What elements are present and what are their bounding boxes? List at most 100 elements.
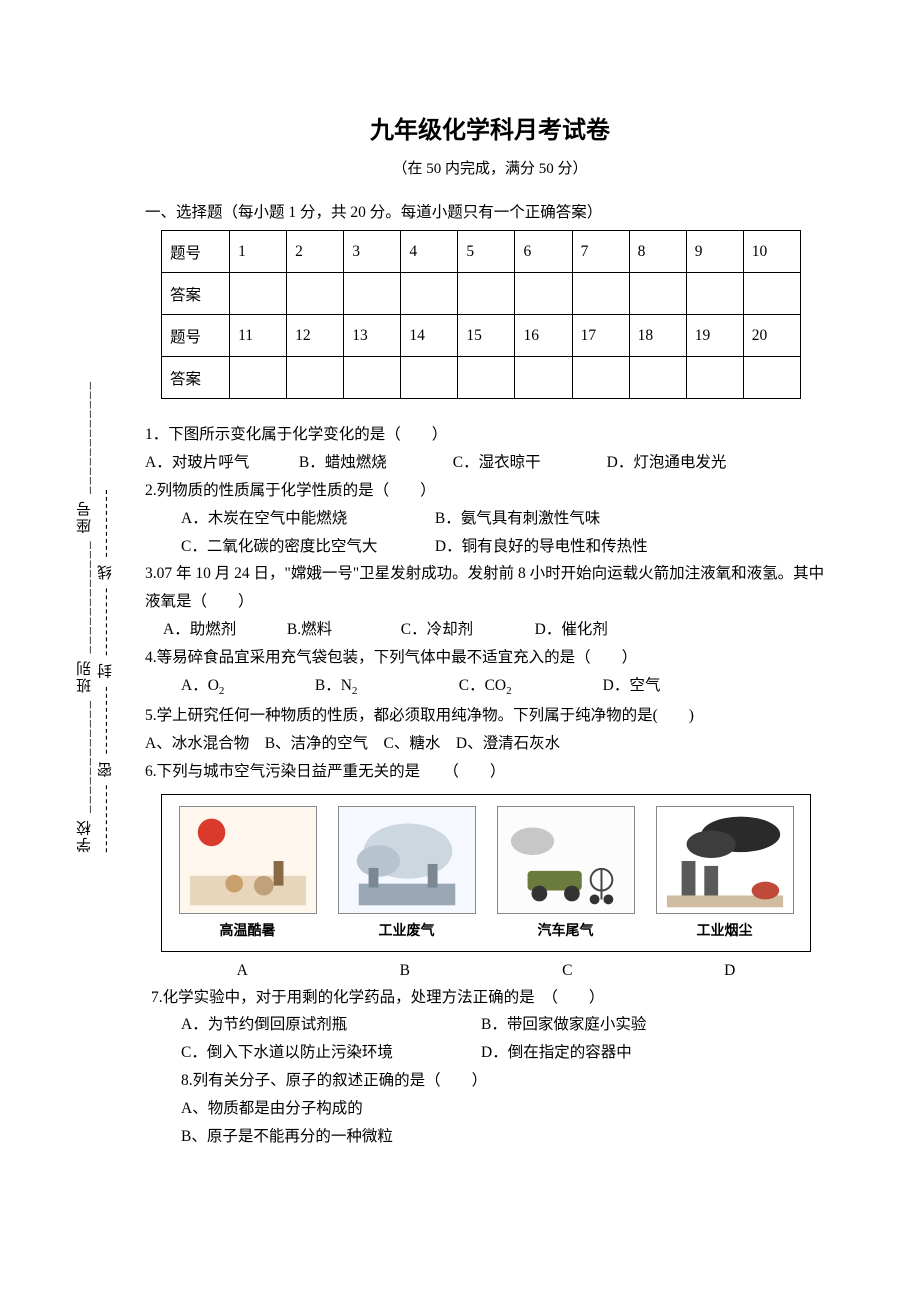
q1-opt-b: B．蜡烛燃烧 <box>299 449 449 477</box>
cell: 13 <box>344 315 401 357</box>
answer-cell[interactable] <box>287 357 344 399</box>
fig-heat <box>179 806 317 914</box>
margin-labels: 学校 ____________ 班别 ____________ 座号 _____… <box>77 380 93 853</box>
cell: 19 <box>686 315 743 357</box>
q7-opts-1: A．为节约倒回原试剂瓶 B．带回家做家庭小实验 <box>145 1011 835 1039</box>
table-row: 答案 <box>162 273 801 315</box>
answer-cell[interactable] <box>743 357 800 399</box>
q4-options: A．O2 B．N2 C．CO2 D．空气 <box>145 672 835 702</box>
cell: 20 <box>743 315 800 357</box>
q5-stem: 5.学上研究任何一种物质的性质，都必须取用纯净物。下列属于纯净物的是( ) <box>145 702 835 730</box>
q4-stem: 4.等易碎食品宜采用充气袋包装，下列气体中最不适宜充入的是（ ） <box>145 644 835 672</box>
q7-opt-b: B．带回家做家庭小实验 <box>481 1011 835 1039</box>
q8-stem: 8.列有关分子、原子的叙述正确的是（ ） <box>145 1067 835 1095</box>
answer-cell[interactable] <box>230 357 287 399</box>
answer-cell[interactable] <box>743 273 800 315</box>
answer-cell[interactable] <box>686 357 743 399</box>
cell: 11 <box>230 315 287 357</box>
q4-opt-d: D．空气 <box>603 677 661 694</box>
table-row: 题号 1 2 3 4 5 6 7 8 9 10 <box>162 231 801 273</box>
row-header: 题号 <box>162 231 230 273</box>
cell: 1 <box>230 231 287 273</box>
cell: 10 <box>743 231 800 273</box>
q3-stem: 3.07 年 10 月 24 日，"嫦娥一号"卫星发射成功。发射前 8 小时开始… <box>145 560 835 616</box>
answer-cell[interactable] <box>344 357 401 399</box>
q6-label-d: D <box>649 962 812 980</box>
fig-industry-gas <box>338 806 476 914</box>
q2-opts-2: C．二氧化碳的密度比空气大 D．铜有良好的导电性和传热性 <box>145 533 835 561</box>
q3-options: A．助燃剂 B.燃料 C．冷却剂 D．催化剂 <box>145 616 835 644</box>
q4-opt-a: A．O2 <box>181 672 311 702</box>
section-1-heading: 一、选择题（每小题 1 分，共 20 分。每道小题只有一个正确答案） <box>145 200 835 222</box>
fig-smoke-dust <box>656 806 794 914</box>
q7-opt-a: A．为节约倒回原试剂瓶 <box>181 1011 481 1039</box>
cell: 2 <box>287 231 344 273</box>
q3-opt-d: D．催化剂 <box>535 621 608 638</box>
q7-opt-d: D．倒在指定的容器中 <box>481 1039 835 1067</box>
q7-opts-2: C．倒入下水道以防止污染环境 D．倒在指定的容器中 <box>145 1039 835 1067</box>
cell: 17 <box>572 315 629 357</box>
answer-cell[interactable] <box>629 357 686 399</box>
q1-opt-d: D．灯泡通电发光 <box>607 449 727 477</box>
q3-opt-b: B.燃料 <box>287 616 397 644</box>
cell: 7 <box>572 231 629 273</box>
q7-opt-c: C．倒入下水道以防止污染环境 <box>181 1039 481 1067</box>
fig-caption-2: 工业废气 <box>379 920 435 940</box>
q6-label-c: C <box>486 962 649 980</box>
q4-opt-b: B．N2 <box>315 672 455 702</box>
q8-opt-a: A、物质都是由分子构成的 <box>145 1095 835 1123</box>
cell: 3 <box>344 231 401 273</box>
cell: 9 <box>686 231 743 273</box>
q2-opt-a: A．木炭在空气中能燃烧 <box>181 505 431 533</box>
binding-margin: 学校 ____________ 班别 ____________ 座号 _____… <box>80 380 110 940</box>
fig-item-3: 汽车尾气 <box>492 806 640 940</box>
q2-opt-b: B．氨气具有刺激性气味 <box>435 510 600 527</box>
answer-cell[interactable] <box>686 273 743 315</box>
q2-opt-d: D．铜有良好的导电性和传热性 <box>435 538 648 555</box>
answer-cell[interactable] <box>230 273 287 315</box>
q4-opt-c: C．CO2 <box>459 672 599 702</box>
answer-cell[interactable] <box>401 357 458 399</box>
answer-cell[interactable] <box>458 273 515 315</box>
cell: 12 <box>287 315 344 357</box>
cell: 15 <box>458 315 515 357</box>
cell: 8 <box>629 231 686 273</box>
q1-options: A．对玻片呼气 B．蜡烛燃烧 C．湿衣晾干 D．灯泡通电发光 <box>145 449 835 477</box>
answer-grid: 题号 1 2 3 4 5 6 7 8 9 10 答案 题号 11 12 13 1… <box>161 230 801 399</box>
fig-caption-3: 汽车尾气 <box>538 920 594 940</box>
fig-item-4: 工业烟尘 <box>651 806 799 940</box>
q6-label-a: A <box>161 962 324 980</box>
table-row: 答案 <box>162 357 801 399</box>
cell: 18 <box>629 315 686 357</box>
q7-stem: 7.化学实验中，对于用剩的化学药品，处理方法正确的是 （ ） <box>145 984 835 1012</box>
answer-cell[interactable] <box>458 357 515 399</box>
row-header: 题号 <box>162 315 230 357</box>
q1-stem: 1．下图所示变化属于化学变化的是（ ） <box>145 421 835 449</box>
fig-item-1: 高温酷暑 <box>174 806 322 940</box>
cell: 6 <box>515 231 572 273</box>
q2-opts-1: A．木炭在空气中能燃烧 B．氨气具有刺激性气味 <box>145 505 835 533</box>
answer-cell[interactable] <box>401 273 458 315</box>
cell: 16 <box>515 315 572 357</box>
q8-opt-b: B、原子是不能再分的一种微粒 <box>145 1123 835 1151</box>
q6-labels: A B C D <box>161 962 811 980</box>
answer-cell[interactable] <box>572 357 629 399</box>
exam-content: 九年级化学科月考试卷 （在 50 内完成，满分 50 分） 一、选择题（每小题 … <box>145 110 835 1151</box>
exam-subtitle: （在 50 内完成，满分 50 分） <box>145 157 835 178</box>
answer-cell[interactable] <box>287 273 344 315</box>
answer-cell[interactable] <box>515 357 572 399</box>
cell: 14 <box>401 315 458 357</box>
exam-title: 九年级化学科月考试卷 <box>145 110 835 145</box>
row-header: 答案 <box>162 357 230 399</box>
answer-cell[interactable] <box>629 273 686 315</box>
fig-caption-4: 工业烟尘 <box>697 920 753 940</box>
table-row: 题号 11 12 13 14 15 16 17 18 19 20 <box>162 315 801 357</box>
margin-seal-line: ---------- 密 ---------- 封 ---------- 线 -… <box>98 487 114 852</box>
q3-opt-c: C．冷却剂 <box>401 616 531 644</box>
fig-item-2: 工业废气 <box>333 806 481 940</box>
answer-cell[interactable] <box>515 273 572 315</box>
answer-cell[interactable] <box>344 273 401 315</box>
q6-stem: 6.下列与城市空气污染日益严重无关的是 （ ） <box>145 758 835 786</box>
answer-cell[interactable] <box>572 273 629 315</box>
cell: 4 <box>401 231 458 273</box>
